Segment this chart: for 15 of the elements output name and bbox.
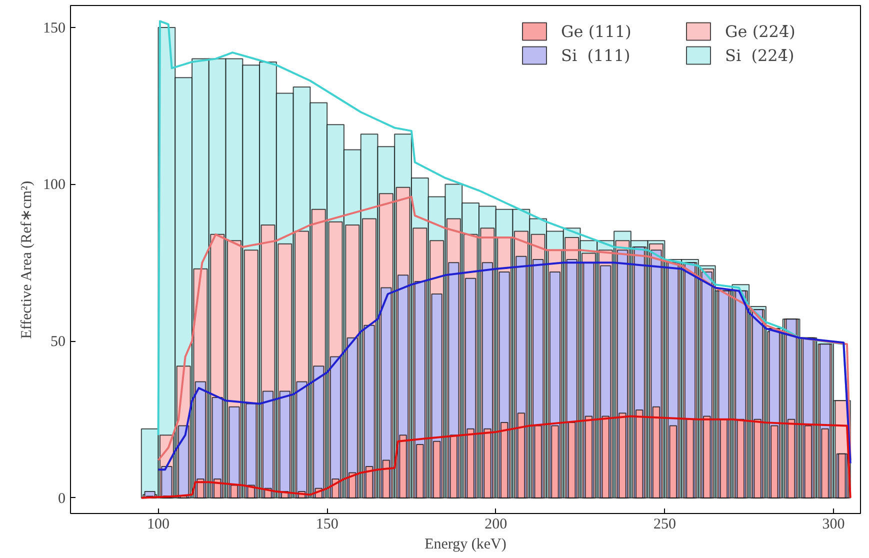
x-tick-label: 200 — [484, 516, 508, 532]
x-tick-label: 100 — [147, 516, 170, 532]
y-tick-label: 100 — [43, 177, 66, 194]
legend-label: Ge (224̄) — [725, 22, 796, 40]
y-tick-label: 150 — [43, 20, 66, 36]
x-tick-label: 250 — [653, 516, 676, 532]
x-tick-label: 150 — [316, 516, 338, 532]
legend-label: Si (224̄) — [725, 46, 796, 64]
y-tick-label: 0 — [58, 490, 66, 507]
x-tick-label: 300 — [822, 516, 845, 532]
y-axis-title: Effective Area (Ref∗cm²) — [19, 180, 35, 339]
legend-label: Si (111) — [561, 46, 632, 64]
legend-label: Ge (111) — [561, 22, 632, 40]
y-tick-label: 50 — [50, 334, 66, 350]
x-axis-title: Energy (keV) — [424, 536, 506, 552]
